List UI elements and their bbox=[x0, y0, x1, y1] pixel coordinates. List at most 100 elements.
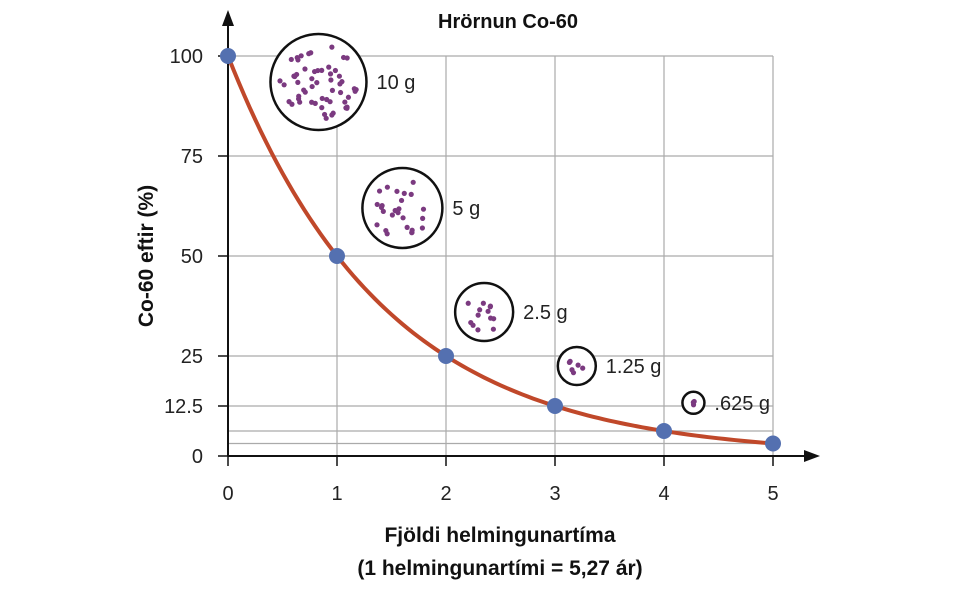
atom-dot bbox=[330, 110, 336, 116]
y-tick-labels: 0 12.5 25 50 75 100 bbox=[164, 46, 203, 468]
x-axis-sublabel: (1 helmingunartími = 5,27 ár) bbox=[357, 557, 642, 580]
atom-dot bbox=[400, 215, 406, 221]
chart-title: Hrörnun Co-60 bbox=[438, 11, 578, 33]
atom-dot bbox=[337, 81, 343, 87]
x-tick-label: 1 bbox=[331, 483, 342, 505]
data-point bbox=[765, 435, 781, 452]
mass-label: .625 g bbox=[714, 393, 770, 415]
atom-dot bbox=[315, 67, 321, 74]
decay-curve bbox=[226, 55, 774, 446]
x-tick-label: 5 bbox=[767, 483, 778, 505]
atom-dot bbox=[575, 362, 581, 368]
sample-annotation: 5 g bbox=[361, 166, 480, 250]
atom-dot bbox=[468, 319, 474, 326]
atom-dot bbox=[487, 303, 494, 309]
atom-dot bbox=[374, 201, 380, 208]
atom-dot bbox=[410, 179, 416, 185]
atom-dot bbox=[314, 80, 320, 86]
atom-dot bbox=[401, 190, 407, 196]
y-tick-label: 25 bbox=[181, 346, 203, 368]
atom-dot bbox=[306, 51, 312, 57]
y-axis-arrow bbox=[222, 10, 234, 26]
atom-dot bbox=[312, 100, 318, 106]
atom-dot bbox=[392, 207, 398, 214]
sample-annotation: 2.5 g bbox=[453, 281, 568, 343]
y-tick-label: 0 bbox=[192, 446, 203, 468]
atom-dot bbox=[324, 96, 330, 103]
atom-dot bbox=[345, 94, 352, 100]
sample-annotations: 10 g 5 g 2.5 g 1.25 g .625 g bbox=[269, 32, 770, 416]
data-point bbox=[656, 423, 672, 439]
sample-circle bbox=[361, 166, 444, 250]
atom-dot bbox=[485, 308, 491, 314]
atom-dot bbox=[309, 83, 315, 90]
atom-dot bbox=[309, 76, 315, 82]
atom-dot bbox=[580, 365, 586, 371]
sample-annotation: 1.25 g bbox=[556, 345, 662, 387]
atom-dot bbox=[323, 115, 329, 121]
atom-dot bbox=[383, 227, 389, 234]
atom-dot bbox=[477, 307, 483, 313]
mass-label: 10 g bbox=[376, 72, 415, 94]
y-tick-label: 75 bbox=[181, 146, 203, 168]
x-tick-label: 4 bbox=[658, 483, 669, 505]
atom-dot bbox=[465, 300, 471, 306]
sample-annotation: .625 g bbox=[681, 390, 770, 416]
atom-dot bbox=[384, 184, 390, 190]
x-tick-label: 3 bbox=[549, 483, 560, 505]
x-tick-label: 2 bbox=[440, 483, 451, 505]
atom-dot bbox=[379, 203, 385, 209]
atom-dot bbox=[326, 64, 332, 70]
atom-dot bbox=[419, 225, 425, 231]
atom-dot bbox=[690, 402, 697, 408]
atom-dot bbox=[420, 206, 427, 212]
atom-dot bbox=[286, 99, 292, 105]
atom-dot bbox=[302, 66, 308, 72]
data-point bbox=[329, 248, 345, 264]
x-axis-label: Fjöldi helmingunartíma bbox=[384, 524, 615, 547]
x-tick-labels: 0 1 2 3 4 5 bbox=[222, 483, 778, 505]
y-tick-label: 50 bbox=[181, 246, 203, 268]
atom-dot bbox=[319, 95, 325, 102]
atom-dot bbox=[329, 87, 336, 93]
atom-dot bbox=[344, 104, 350, 110]
atom-dot bbox=[569, 367, 575, 373]
atom-dot bbox=[398, 197, 405, 204]
atom-dot bbox=[319, 105, 325, 111]
atom-dot bbox=[420, 215, 426, 221]
atom-dot bbox=[295, 79, 301, 85]
mass-label: 1.25 g bbox=[606, 356, 662, 378]
atom-dot bbox=[376, 188, 383, 194]
data-point bbox=[438, 348, 454, 364]
atom-dot bbox=[490, 326, 496, 332]
mass-label: 5 g bbox=[452, 198, 480, 220]
sample-annotation: 10 g bbox=[269, 32, 415, 132]
atom-dot bbox=[480, 300, 486, 306]
x-axis-arrow bbox=[804, 450, 820, 462]
atom-dot bbox=[394, 188, 400, 194]
y-tick-label: 12.5 bbox=[164, 396, 203, 418]
atom-dot bbox=[374, 222, 380, 228]
y-tick-label: 100 bbox=[170, 46, 203, 68]
mass-label: 2.5 g bbox=[523, 302, 567, 324]
atom-dot bbox=[337, 89, 344, 96]
atom-dot bbox=[332, 67, 338, 74]
atom-dot bbox=[296, 93, 302, 99]
atom-dot bbox=[327, 71, 334, 77]
atom-dot bbox=[380, 208, 386, 214]
atom-dot bbox=[336, 73, 342, 79]
atom-dot bbox=[328, 77, 334, 83]
data-point bbox=[547, 398, 563, 414]
atom-dot bbox=[475, 327, 481, 333]
atom-dot bbox=[340, 54, 347, 61]
atom-dot bbox=[389, 212, 395, 218]
atom-dot bbox=[353, 87, 359, 93]
atom-dot bbox=[291, 73, 297, 79]
atom-dot bbox=[475, 312, 481, 318]
data-point bbox=[220, 48, 236, 64]
atom-dot bbox=[408, 191, 414, 197]
atom-dot bbox=[281, 82, 287, 88]
atom-dot bbox=[288, 56, 294, 63]
atom-dot bbox=[404, 224, 410, 230]
